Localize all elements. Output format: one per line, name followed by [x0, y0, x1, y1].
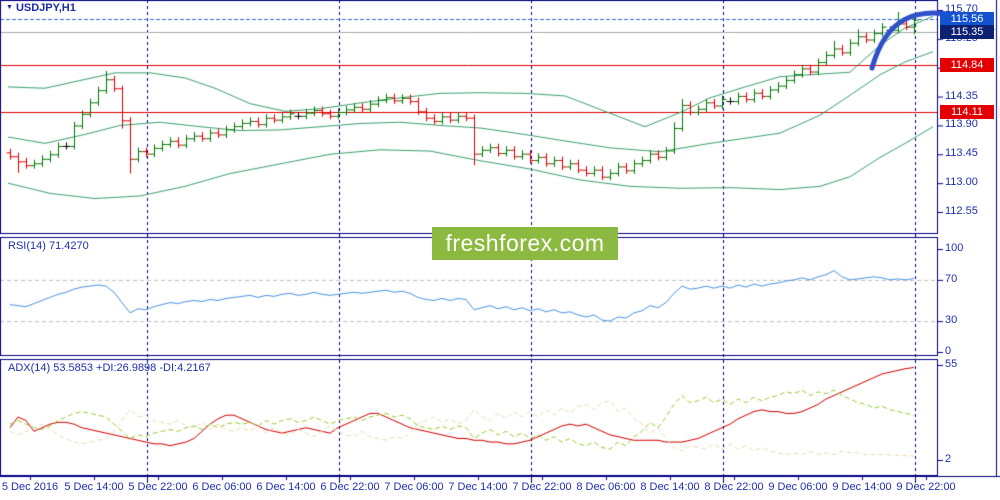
time-axis-label: 8 Dec 06:00 — [576, 481, 636, 493]
time-axis-label: 6 Dec 14:00 — [256, 481, 316, 493]
time-axis-label: 9 Dec 06:00 — [768, 481, 828, 493]
chart-title: ▼ USDJPY,H1 — [6, 1, 76, 15]
price-floating-label: 115.35 — [940, 25, 994, 40]
price-floating-label: 114.84 — [940, 58, 994, 73]
time-axis-label: 5 Dec 2016 — [1, 481, 59, 493]
adx-tick-label: 2 — [945, 453, 952, 465]
broker-watermark: freshforex.com — [432, 227, 618, 260]
time-axis-label: 9 Dec 14:00 — [832, 481, 892, 493]
time-axis-label: 7 Dec 14:00 — [448, 481, 508, 493]
time-axis-label: 9 Dec 22:00 — [896, 481, 956, 493]
time-axis-label: 5 Dec 22:00 — [128, 481, 188, 493]
time-axis-label: 7 Dec 22:00 — [512, 481, 572, 493]
price-tick-label: 113.45 — [945, 147, 978, 160]
price-floating-label: 115.56 — [940, 11, 994, 26]
price-tick-label: 114.35 — [945, 89, 978, 102]
adx-indicator-label: ADX(14) 53.5853 +DI:26.9898 -DI:4.2167 — [8, 362, 211, 374]
time-axis-label: 6 Dec 06:00 — [192, 481, 252, 493]
price-tick-label: 112.55 — [945, 205, 978, 217]
time-axis-label: 8 Dec 14:00 — [640, 481, 700, 493]
price-tick-label: 113.00 — [945, 176, 978, 189]
time-axis-label: 5 Dec 14:00 — [64, 481, 124, 493]
rsi-tick-label: 100 — [945, 242, 964, 254]
rsi-tick-label: 70 — [945, 272, 958, 285]
adx-tick-label: 55 — [945, 357, 958, 370]
time-axis-label: 6 Dec 22:00 — [320, 481, 380, 493]
time-axis-label: 8 Dec 22:00 — [704, 481, 764, 493]
price-tick-label: 113.90 — [945, 118, 978, 131]
rsi-tick-label: 30 — [945, 314, 958, 327]
chart-title-text: USDJPY,H1 — [15, 2, 76, 14]
time-axis-label: 7 Dec 06:00 — [384, 481, 444, 493]
rsi-tick-label: 0 — [945, 345, 952, 357]
price-floating-label: 114.11 — [940, 104, 994, 119]
rsi-indicator-label: RSI(14) 71.4270 — [8, 240, 89, 252]
chart-menu-triangle-icon[interactable]: ▼ — [6, 4, 13, 11]
